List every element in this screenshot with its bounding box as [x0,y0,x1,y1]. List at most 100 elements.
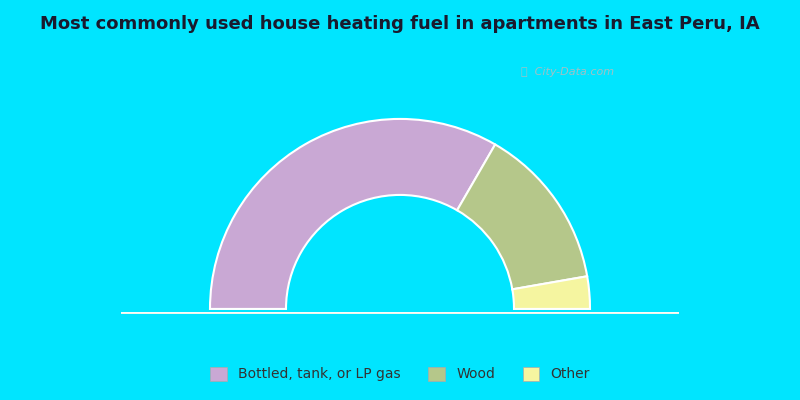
Bar [122,312,678,314]
Bar [122,312,678,314]
Bar [122,312,678,313]
Bar [122,312,678,314]
Bar [122,313,678,314]
Bar [122,312,678,314]
Bar [122,313,678,314]
Bar [122,312,678,314]
Bar [122,312,678,314]
Bar [122,313,678,314]
Bar [122,313,678,314]
Bar [122,312,678,313]
Bar [122,313,678,314]
Bar [122,312,678,313]
Bar [122,313,678,314]
Bar [122,313,678,314]
Bar [122,313,678,314]
Bar [122,313,678,314]
Bar [122,312,678,313]
Bar [122,312,678,313]
Bar [122,313,678,314]
Bar [122,313,678,314]
Bar [122,312,678,314]
Bar [122,312,678,313]
Bar [122,313,678,314]
Bar [122,312,678,313]
Bar [122,312,678,313]
Bar [122,313,678,314]
Bar [122,313,678,314]
Bar [122,312,678,313]
Bar [122,312,678,314]
Bar [122,312,678,313]
Bar [122,313,678,314]
Bar [122,312,678,313]
Bar [122,313,678,314]
Bar [122,313,678,314]
Bar [122,313,678,314]
Bar [122,313,678,314]
Bar [122,312,678,313]
Bar [122,312,678,314]
Bar [122,312,678,314]
Bar [122,313,678,314]
Bar [122,313,678,314]
Bar [122,313,678,314]
Bar [122,312,678,313]
Bar [122,312,678,313]
Bar [122,312,678,313]
Bar [122,312,678,314]
Bar [122,312,678,314]
Bar [122,312,678,313]
Bar [122,313,678,314]
Bar [122,313,678,314]
Bar [122,312,678,313]
Bar [122,312,678,313]
Bar [122,313,678,314]
Bar [122,312,678,313]
Bar [122,313,678,314]
Bar [122,312,678,313]
Text: Most commonly used house heating fuel in apartments in East Peru, IA: Most commonly used house heating fuel in… [40,15,760,33]
Bar [122,313,678,314]
Bar [122,313,678,314]
Bar [122,312,678,314]
Legend: Bottled, tank, or LP gas, Wood, Other: Bottled, tank, or LP gas, Wood, Other [205,361,595,387]
Bar [122,312,678,314]
Bar [122,312,678,313]
Bar [122,313,678,314]
Text: ⓘ  City-Data.com: ⓘ City-Data.com [521,67,614,77]
Bar [122,312,678,313]
Bar [122,312,678,313]
Bar [122,312,678,314]
Bar [122,312,678,313]
Bar [122,313,678,314]
Bar [122,312,678,313]
Bar [122,313,678,314]
Bar [122,313,678,314]
Bar [122,312,678,313]
Bar [122,312,678,314]
Bar [122,312,678,314]
Bar [122,312,678,313]
Bar [122,312,678,314]
Bar [122,312,678,313]
Bar [122,312,678,313]
Bar [122,312,678,313]
Bar [122,313,678,314]
Bar [122,312,678,313]
Bar [122,312,678,313]
Bar [122,312,678,313]
Bar [122,313,678,314]
Bar [122,312,678,313]
Bar [122,312,678,314]
Bar [122,313,678,314]
Bar [122,313,678,314]
Bar [122,312,678,313]
Bar [122,313,678,314]
Bar [122,313,678,314]
Bar [122,313,678,314]
Bar [122,312,678,313]
Bar [122,312,678,313]
Bar [122,312,678,313]
Bar [122,312,678,314]
